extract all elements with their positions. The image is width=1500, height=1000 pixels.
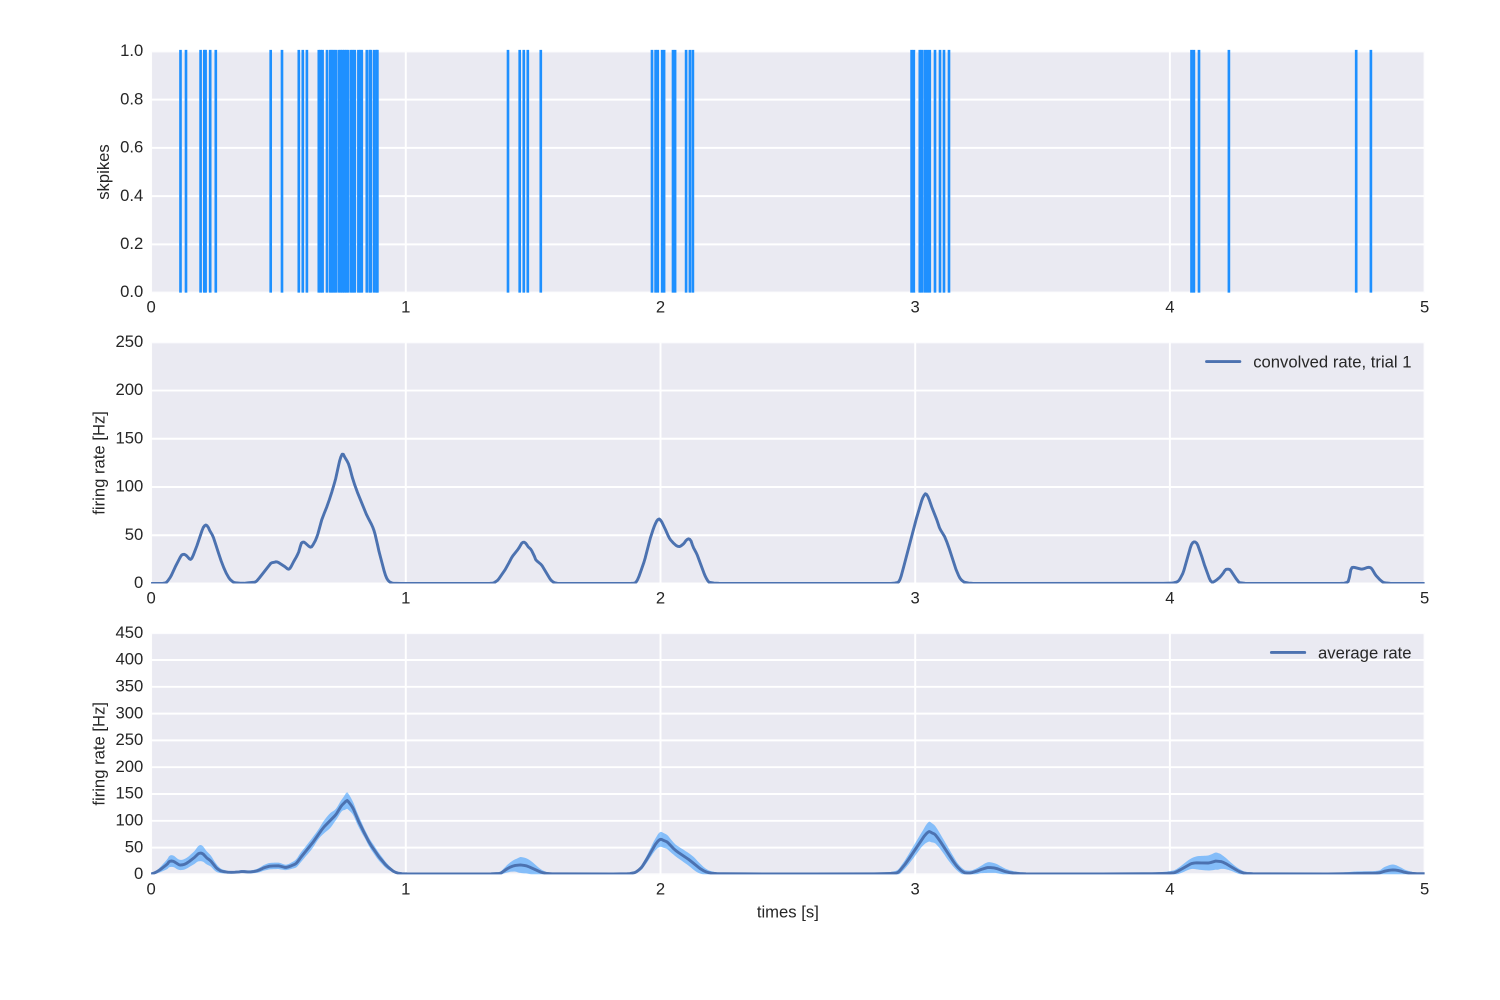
svg-text:0: 0 bbox=[134, 573, 143, 592]
svg-text:0.2: 0.2 bbox=[120, 234, 143, 253]
svg-text:350: 350 bbox=[116, 676, 144, 695]
svg-text:0: 0 bbox=[146, 589, 155, 608]
svg-text:2: 2 bbox=[656, 298, 665, 317]
svg-text:4: 4 bbox=[1165, 589, 1174, 608]
svg-text:1: 1 bbox=[401, 298, 410, 317]
svg-text:0: 0 bbox=[134, 864, 143, 883]
svg-text:250: 250 bbox=[116, 332, 144, 351]
svg-text:0.6: 0.6 bbox=[120, 138, 143, 157]
svg-text:150: 150 bbox=[116, 784, 144, 803]
svg-text:150: 150 bbox=[116, 428, 144, 447]
svg-text:average rate: average rate bbox=[1318, 643, 1412, 662]
svg-text:2: 2 bbox=[656, 880, 665, 899]
svg-text:firing rate [Hz]: firing rate [Hz] bbox=[89, 411, 108, 515]
svg-text:skpikes: skpikes bbox=[94, 144, 113, 200]
svg-text:0.8: 0.8 bbox=[120, 89, 143, 108]
svg-text:450: 450 bbox=[116, 623, 144, 642]
svg-text:2: 2 bbox=[656, 589, 665, 608]
svg-text:0.4: 0.4 bbox=[120, 186, 143, 205]
svg-text:300: 300 bbox=[116, 703, 144, 722]
svg-text:200: 200 bbox=[116, 757, 144, 776]
svg-text:1.0: 1.0 bbox=[120, 41, 143, 60]
svg-text:50: 50 bbox=[125, 525, 144, 544]
svg-text:400: 400 bbox=[116, 650, 144, 669]
svg-text:3: 3 bbox=[911, 880, 920, 899]
svg-text:1: 1 bbox=[401, 880, 410, 899]
svg-text:3: 3 bbox=[911, 589, 920, 608]
svg-text:5: 5 bbox=[1420, 880, 1429, 899]
svg-text:5: 5 bbox=[1420, 589, 1429, 608]
svg-text:firing rate [Hz]: firing rate [Hz] bbox=[89, 702, 108, 806]
svg-text:50: 50 bbox=[125, 837, 144, 856]
svg-text:5: 5 bbox=[1420, 298, 1429, 317]
svg-text:times [s]: times [s] bbox=[757, 903, 819, 922]
svg-text:200: 200 bbox=[116, 380, 144, 399]
svg-text:100: 100 bbox=[116, 810, 144, 829]
svg-text:convolved rate, trial 1: convolved rate, trial 1 bbox=[1253, 352, 1411, 371]
svg-text:100: 100 bbox=[116, 477, 144, 496]
svg-text:3: 3 bbox=[911, 298, 920, 317]
svg-text:1: 1 bbox=[401, 589, 410, 608]
svg-text:0.0: 0.0 bbox=[120, 282, 143, 301]
svg-text:0: 0 bbox=[146, 298, 155, 317]
svg-text:4: 4 bbox=[1165, 880, 1174, 899]
svg-text:0: 0 bbox=[146, 880, 155, 899]
svg-text:4: 4 bbox=[1165, 298, 1174, 317]
svg-text:250: 250 bbox=[116, 730, 144, 749]
